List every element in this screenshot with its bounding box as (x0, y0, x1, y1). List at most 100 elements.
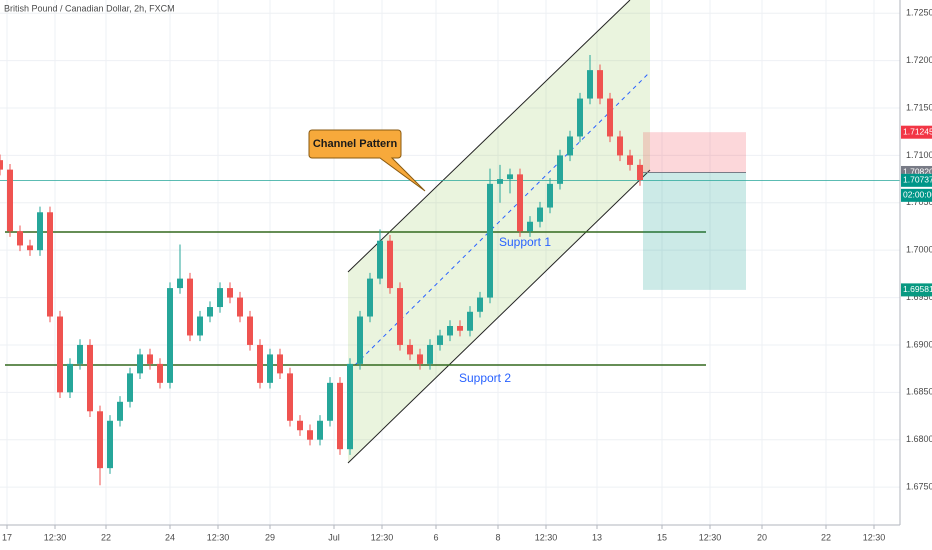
chart-title: British Pound / Canadian Dollar, 2h, FXC… (4, 3, 175, 13)
x-tick-label: 8 (495, 532, 500, 542)
candle-body (437, 335, 443, 345)
candle-body (37, 212, 43, 251)
candle-body (27, 245, 33, 251)
candle-body (127, 373, 133, 402)
candle-body (597, 70, 603, 99)
y-tick-label: 1.72500 (906, 8, 932, 18)
candle-body (247, 316, 253, 345)
y-tick-label: 1.68000 (906, 434, 932, 444)
candle-body (347, 363, 353, 450)
x-tick-label: 12:30 (207, 532, 230, 542)
candle-body (187, 278, 193, 336)
candle-body (457, 325, 463, 331)
candle-body (497, 179, 503, 184)
callout-box (308, 129, 426, 192)
x-tick-label: 29 (265, 532, 275, 542)
price-marker-bg (901, 283, 932, 297)
y-tick-label: 1.71500 (906, 102, 932, 112)
candle-body (107, 420, 113, 469)
x-tick-label: 22 (101, 532, 111, 542)
y-tick-label: 1.68500 (906, 387, 932, 397)
x-tick-label: 12:30 (863, 532, 886, 542)
candle-body (547, 183, 553, 208)
price-axis-bg (900, 0, 932, 550)
axes: 1.72500 1.72000 1.71500 1.71000 1.70500 1.700… (2, 8, 932, 542)
candle-body (297, 420, 303, 431)
channel-mid (354, 71, 651, 366)
candle-body (117, 401, 123, 421)
candle-body (137, 354, 143, 374)
candle-body (567, 136, 573, 156)
candle-body (197, 316, 203, 336)
price-marker-label: 1.69581 (903, 284, 932, 294)
x-tick-label: 13 (592, 532, 602, 542)
y-tick-label: 1.72000 (906, 55, 932, 65)
candle-body (587, 70, 593, 99)
candle-body (227, 288, 233, 298)
candle-body (207, 307, 213, 317)
x-tick-label: 12:30 (44, 532, 67, 542)
candle-body (427, 344, 433, 364)
y-tick-label: 1.70500 (906, 197, 932, 207)
candle-body (637, 164, 643, 181)
x-tick-label: 15 (657, 532, 667, 542)
candle-body (367, 278, 373, 317)
x-tick-label: 12:30 (535, 532, 558, 542)
candle-body (57, 316, 63, 393)
stop-zone (643, 132, 746, 173)
candle-body (607, 98, 613, 137)
y-tick-label: 1.70000 (906, 245, 932, 255)
x-tick-label: Jul (328, 532, 340, 542)
candle-body (177, 278, 183, 289)
candle-body (337, 382, 343, 450)
candle-body (157, 363, 163, 383)
price-marker-bg (901, 125, 932, 139)
target-zone (643, 172, 746, 290)
candle-body (527, 221, 533, 232)
candle-body (407, 344, 413, 355)
candle-body (447, 325, 453, 336)
y-tick-label: 1.69500 (906, 292, 932, 302)
candle-body (47, 212, 53, 317)
x-tick-label: 12:30 (371, 532, 394, 542)
candle-body (77, 344, 83, 364)
candle-body (267, 354, 273, 383)
y-tick-label: 1.67500 (906, 481, 932, 491)
price-marker-bg (901, 173, 932, 187)
candle-body (147, 354, 153, 364)
x-tick-label: 24 (165, 532, 175, 542)
candle-body (537, 207, 543, 222)
callout-text: Channel Pattern (313, 138, 398, 150)
countdown-bg (901, 188, 932, 202)
x-tick-label: 17 (2, 532, 12, 542)
countdown-label: 02:00:00 (903, 190, 932, 200)
y-tick-label: 1.69000 (906, 339, 932, 349)
channel-lower (347, 169, 651, 464)
candle-body (377, 240, 383, 279)
candle-body (577, 98, 583, 137)
support-1-label: Support 1 (499, 235, 551, 249)
candle-body (307, 430, 313, 440)
x-tick-label: 12:30 (699, 532, 722, 542)
channel-upper (347, 0, 631, 273)
candles (0, 54, 643, 486)
candle-body (167, 288, 173, 383)
candle-body (357, 316, 363, 364)
candle-body (317, 420, 323, 440)
candle-body (237, 297, 243, 317)
candle-body (507, 174, 513, 180)
candle-body (67, 363, 73, 393)
price-marker-label: 1.70820 (903, 167, 932, 177)
candle-body (327, 382, 333, 421)
candle-body (397, 288, 403, 345)
candle-body (87, 344, 93, 412)
candle-body (477, 297, 483, 312)
support-2-label: Support 2 (459, 371, 511, 385)
x-tick-label: 22 (821, 532, 831, 542)
grid (0, 0, 900, 525)
candle-body (557, 155, 563, 184)
candle-body (7, 169, 13, 232)
x-tick-label: 20 (757, 532, 767, 542)
price-marker-label: 1.70737 (903, 175, 932, 185)
